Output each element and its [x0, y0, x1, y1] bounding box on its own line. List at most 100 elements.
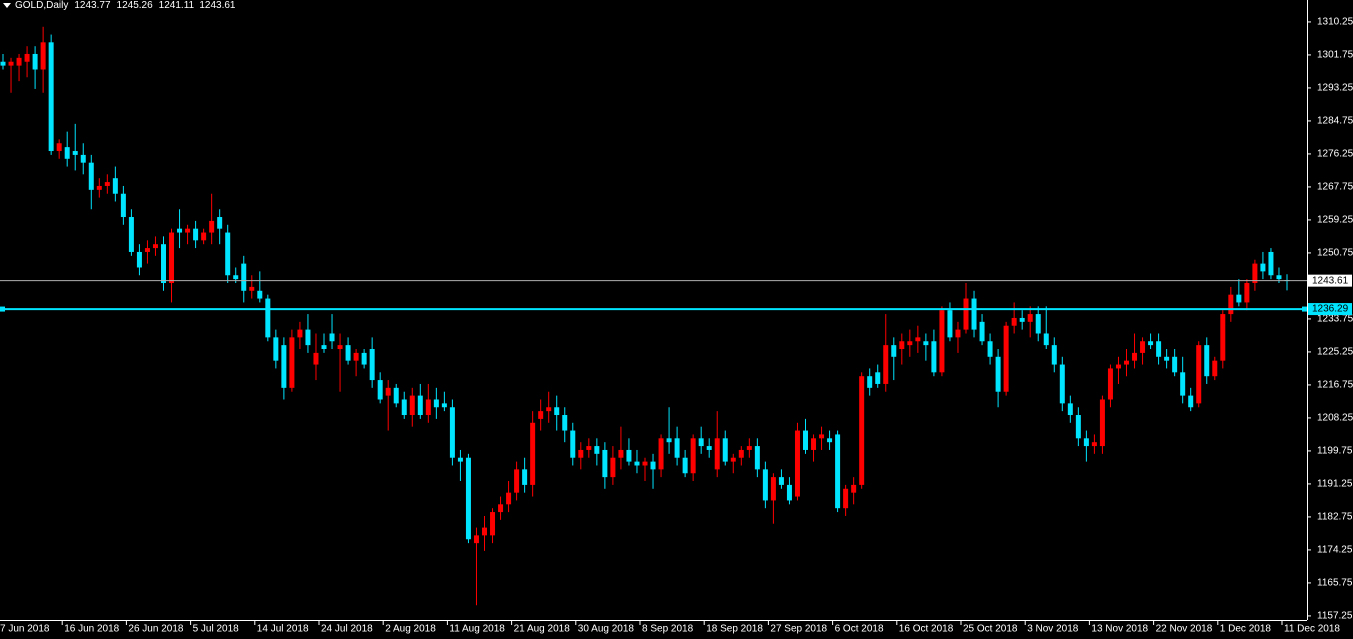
- candle-body: [762, 469, 768, 501]
- candle-body: [522, 469, 528, 485]
- candle-body: [618, 449, 624, 458]
- candle-body: [409, 395, 415, 416]
- y-tick-label: 1301.75: [1317, 50, 1353, 61]
- y-tick-label: 1199.75: [1317, 446, 1353, 457]
- candle-body: [875, 372, 881, 384]
- candle-body: [674, 438, 680, 458]
- candle-body: [177, 228, 183, 233]
- candle-body: [947, 310, 953, 338]
- candle-body: [56, 143, 62, 152]
- header-value: 1245.26: [117, 0, 154, 11]
- candle-body: [570, 430, 576, 458]
- candle-body: [690, 438, 696, 474]
- candle-body: [88, 162, 94, 190]
- candle-body: [249, 286, 255, 291]
- candle-body: [1268, 251, 1274, 276]
- y-tick-label: 1216.75: [1317, 380, 1353, 391]
- candle-body: [321, 345, 327, 350]
- candle-body: [1196, 345, 1202, 404]
- candle-body: [594, 446, 600, 454]
- candle-body: [1252, 263, 1258, 284]
- candle-body: [417, 395, 423, 416]
- candle-body: [851, 484, 857, 493]
- candle-body: [1115, 364, 1121, 369]
- x-tick-label: 16 Jun 2018: [64, 624, 119, 635]
- y-tick-label: 1276.25: [1317, 149, 1353, 160]
- candle-body: [931, 341, 937, 373]
- candle-body: [979, 321, 985, 342]
- candle-body: [64, 147, 70, 159]
- candle-body: [1156, 341, 1162, 357]
- candle-body: [955, 329, 961, 338]
- x-tick-label: 30 Aug 2018: [578, 624, 635, 635]
- y-tick-label: 1259.25: [1317, 215, 1353, 226]
- candle-body: [313, 352, 319, 365]
- header-value: 1243.77: [74, 0, 111, 11]
- candle-body: [161, 244, 166, 284]
- candle-body: [626, 449, 632, 462]
- candle-body: [1011, 317, 1017, 326]
- price-label-box: [1308, 274, 1352, 287]
- candle-body: [1003, 325, 1009, 392]
- candle-body: [666, 438, 672, 443]
- candle-body: [1043, 333, 1049, 346]
- candle-body: [746, 446, 752, 450]
- candle-body: [811, 438, 817, 450]
- candle-body: [546, 407, 552, 412]
- candle-body: [923, 341, 929, 346]
- candle-body: [1019, 317, 1025, 322]
- x-tick-label: 11 Dec 2018: [1284, 624, 1340, 635]
- candle-body: [473, 535, 479, 544]
- candle-body: [899, 341, 905, 350]
- candle-body: [859, 376, 865, 485]
- x-tick-label: 24 Jul 2018: [321, 624, 373, 635]
- candle-body: [193, 228, 199, 241]
- candle-body: [1164, 356, 1170, 361]
- candle-body: [1236, 294, 1242, 303]
- candle-body: [754, 446, 760, 470]
- candle-body: [714, 438, 720, 470]
- candle-body: [1220, 314, 1226, 361]
- x-tick-label: 7 Jun 2018: [0, 624, 50, 635]
- candle-body: [786, 484, 792, 501]
- candle-body: [209, 220, 215, 233]
- level-label: 1236.29: [1312, 304, 1349, 315]
- menu-arrow: [3, 3, 11, 8]
- candle-body: [1107, 368, 1113, 400]
- candle-body: [1172, 356, 1178, 373]
- candle-body: [803, 430, 808, 450]
- candle-body: [0, 61, 6, 66]
- candle-body: [369, 349, 375, 381]
- candle-body: [883, 345, 889, 384]
- candle-body: [642, 461, 648, 466]
- x-tick-label: 22 Nov 2018: [1156, 624, 1213, 635]
- x-tick-label: 14 Jul 2018: [257, 624, 309, 635]
- candle-body: [265, 298, 271, 338]
- candle-body: [329, 333, 335, 342]
- candle-body: [393, 387, 399, 404]
- header-value: 1241.11: [159, 0, 195, 11]
- y-tick-label: 1191.25: [1317, 479, 1353, 490]
- candle-body: [96, 185, 102, 190]
- candle-body: [1276, 275, 1282, 280]
- price-label: 1243.61: [1312, 275, 1349, 286]
- candle-body: [305, 329, 311, 346]
- candle-body: [257, 290, 263, 299]
- x-tick-label: 5 Jul 2018: [193, 624, 240, 635]
- candle-body: [465, 457, 471, 540]
- candle-body: [128, 217, 134, 252]
- candle-body: [506, 492, 512, 505]
- y-tick-label: 1157.25: [1317, 611, 1353, 622]
- candle-body: [201, 232, 207, 241]
- candle-body: [225, 232, 231, 276]
- candle-body: [1180, 372, 1186, 396]
- candle-body: [361, 352, 367, 365]
- candle-body: [995, 356, 1001, 392]
- candle-body: [297, 329, 303, 338]
- candle-body: [1148, 341, 1154, 346]
- level-label-box: [1308, 303, 1352, 316]
- candle-body: [449, 407, 455, 458]
- candle-body: [867, 376, 873, 388]
- candle-body: [32, 53, 38, 70]
